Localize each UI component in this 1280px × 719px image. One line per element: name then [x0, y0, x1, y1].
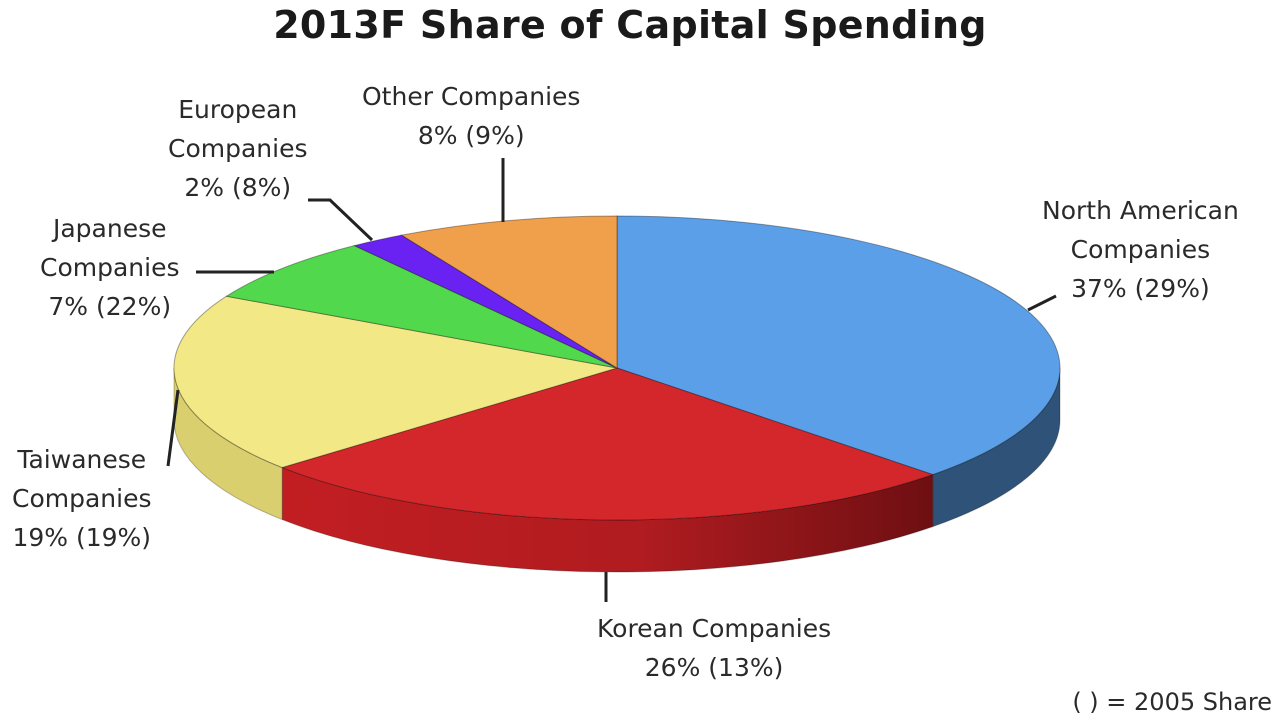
label-line: Taiwanese [17, 445, 147, 474]
label-north-american: North American Companies 37% (29%) [1042, 191, 1239, 308]
label-line: Japanese [52, 214, 167, 243]
label-line: Companies [1070, 235, 1211, 264]
label-value: 19% (19%) [12, 523, 152, 552]
label-other: Other Companies 8% (9%) [362, 77, 580, 155]
label-korean: Korean Companies 26% (13%) [597, 609, 831, 687]
legend-note: ( ) = 2005 Share [1072, 688, 1272, 716]
leader-line-taiwanese [166, 389, 180, 467]
pie-slice-north-american-companies [616, 215, 1061, 476]
label-value: 8% (9%) [417, 121, 525, 150]
label-line: Companies [168, 134, 308, 163]
label-value: 37% (29%) [1071, 274, 1210, 303]
leader-lines [166, 158, 1057, 602]
pie-side-layer [173, 367, 1061, 573]
label-line: Other Companies [362, 82, 581, 111]
pie-side-korean-companies [281, 466, 934, 573]
pie-slice-korean-companies [280, 367, 935, 521]
label-line: European [178, 95, 298, 124]
pie-slice-japanese-companies [225, 245, 618, 369]
label-line: North American [1042, 196, 1239, 225]
pie-slice-taiwanese-companies [173, 295, 618, 469]
label-japanese: Japanese Companies 7% (22%) [40, 209, 180, 326]
pie-top-layer [173, 215, 1061, 521]
pie-slice-other-companies [400, 215, 618, 369]
label-line: Korean Companies [597, 614, 832, 643]
label-taiwanese: Taiwanese Companies 19% (19%) [12, 440, 152, 557]
leader-line-north-american [1027, 294, 1057, 312]
label-value: 2% (8%) [184, 173, 292, 202]
label-line: Companies [12, 484, 152, 513]
label-line: Companies [40, 253, 180, 282]
label-value: 26% (13%) [644, 653, 784, 682]
leader-line-european [308, 198, 374, 242]
chart-title: 2013F Share of Capital Spending [273, 3, 987, 47]
pie-slice-european-companies [352, 234, 618, 369]
label-european: European Companies 2% (8%) [168, 90, 308, 207]
label-value: 7% (22%) [48, 292, 172, 321]
